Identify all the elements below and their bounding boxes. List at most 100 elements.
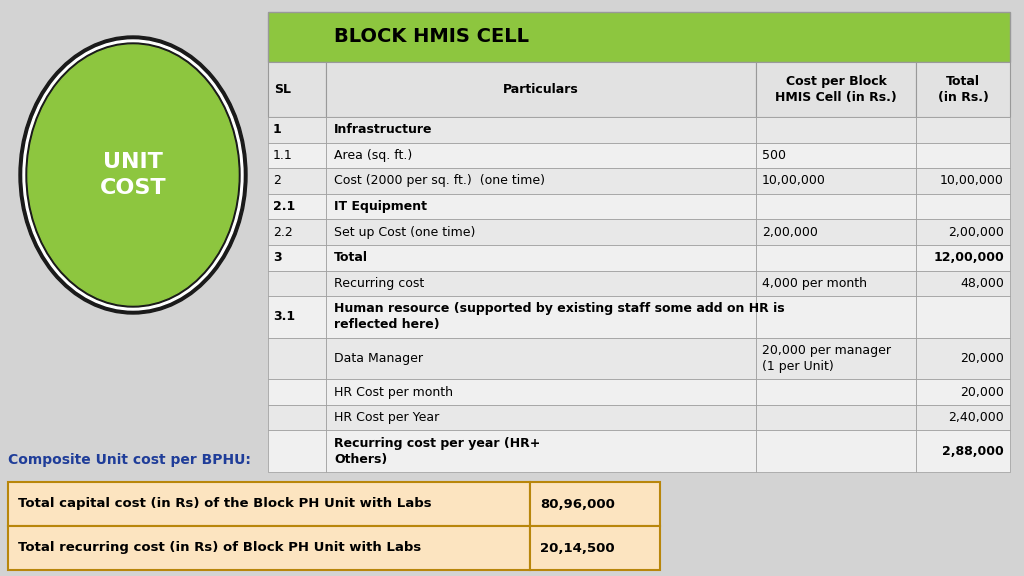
FancyBboxPatch shape <box>326 338 756 379</box>
Text: 2,88,000: 2,88,000 <box>942 445 1004 458</box>
Text: Recurring cost per year (HR+
Others): Recurring cost per year (HR+ Others) <box>334 437 541 466</box>
Text: 20,14,500: 20,14,500 <box>540 541 614 555</box>
FancyBboxPatch shape <box>756 168 916 194</box>
FancyBboxPatch shape <box>916 405 1010 430</box>
Text: 20,000: 20,000 <box>961 385 1004 399</box>
FancyBboxPatch shape <box>326 271 756 296</box>
FancyBboxPatch shape <box>916 117 1010 143</box>
FancyBboxPatch shape <box>756 271 916 296</box>
FancyBboxPatch shape <box>916 62 1010 117</box>
FancyBboxPatch shape <box>326 117 756 143</box>
FancyBboxPatch shape <box>756 296 916 338</box>
Text: BLOCK HMIS CELL: BLOCK HMIS CELL <box>334 28 529 47</box>
FancyBboxPatch shape <box>916 168 1010 194</box>
Text: Total
(in Rs.): Total (in Rs.) <box>938 75 988 104</box>
Text: Area (sq. ft.): Area (sq. ft.) <box>334 149 413 162</box>
Text: Composite Unit cost per BPHU:: Composite Unit cost per BPHU: <box>8 453 251 467</box>
FancyBboxPatch shape <box>268 338 326 379</box>
Text: 2,40,000: 2,40,000 <box>948 411 1004 424</box>
FancyBboxPatch shape <box>756 430 916 472</box>
Text: Total: Total <box>334 251 368 264</box>
Text: 2.2: 2.2 <box>273 226 293 238</box>
FancyBboxPatch shape <box>530 526 660 570</box>
FancyBboxPatch shape <box>268 62 326 117</box>
FancyBboxPatch shape <box>916 219 1010 245</box>
FancyBboxPatch shape <box>268 117 326 143</box>
Text: Total capital cost (in Rs) of the Block PH Unit with Labs: Total capital cost (in Rs) of the Block … <box>18 498 432 510</box>
Ellipse shape <box>28 45 238 305</box>
FancyBboxPatch shape <box>756 219 916 245</box>
Ellipse shape <box>23 40 243 310</box>
FancyBboxPatch shape <box>530 482 660 526</box>
FancyBboxPatch shape <box>268 194 326 219</box>
Text: Total recurring cost (in Rs) of Block PH Unit with Labs: Total recurring cost (in Rs) of Block PH… <box>18 541 421 555</box>
FancyBboxPatch shape <box>916 379 1010 405</box>
FancyBboxPatch shape <box>268 405 326 430</box>
Text: Cost (2000 per sq. ft.)  (one time): Cost (2000 per sq. ft.) (one time) <box>334 175 545 187</box>
FancyBboxPatch shape <box>268 168 326 194</box>
Text: Particulars: Particulars <box>503 83 579 96</box>
FancyBboxPatch shape <box>916 338 1010 379</box>
FancyBboxPatch shape <box>916 296 1010 338</box>
Text: 2.1: 2.1 <box>273 200 295 213</box>
FancyBboxPatch shape <box>756 379 916 405</box>
Text: 20,000: 20,000 <box>961 352 1004 365</box>
Text: SL: SL <box>274 83 291 96</box>
FancyBboxPatch shape <box>326 168 756 194</box>
Text: 3: 3 <box>273 251 282 264</box>
Text: Data Manager: Data Manager <box>334 352 423 365</box>
FancyBboxPatch shape <box>756 143 916 168</box>
FancyBboxPatch shape <box>916 245 1010 271</box>
FancyBboxPatch shape <box>268 271 326 296</box>
FancyBboxPatch shape <box>326 194 756 219</box>
FancyBboxPatch shape <box>756 245 916 271</box>
Text: Set up Cost (one time): Set up Cost (one time) <box>334 226 475 238</box>
FancyBboxPatch shape <box>8 482 530 526</box>
Text: 4,000 per month: 4,000 per month <box>762 277 867 290</box>
Text: 80,96,000: 80,96,000 <box>540 498 614 510</box>
FancyBboxPatch shape <box>916 271 1010 296</box>
Text: 2,00,000: 2,00,000 <box>948 226 1004 238</box>
FancyBboxPatch shape <box>326 62 756 117</box>
Text: 48,000: 48,000 <box>961 277 1004 290</box>
FancyBboxPatch shape <box>756 338 916 379</box>
FancyBboxPatch shape <box>326 430 756 472</box>
Ellipse shape <box>26 43 240 307</box>
FancyBboxPatch shape <box>916 430 1010 472</box>
Text: HR Cost per Year: HR Cost per Year <box>334 411 439 424</box>
Text: 12,00,000: 12,00,000 <box>933 251 1004 264</box>
FancyBboxPatch shape <box>326 296 756 338</box>
FancyBboxPatch shape <box>8 526 530 570</box>
Ellipse shape <box>19 36 247 314</box>
FancyBboxPatch shape <box>326 379 756 405</box>
FancyBboxPatch shape <box>326 143 756 168</box>
FancyBboxPatch shape <box>268 245 326 271</box>
FancyBboxPatch shape <box>268 12 1010 62</box>
FancyBboxPatch shape <box>756 405 916 430</box>
FancyBboxPatch shape <box>268 143 326 168</box>
FancyBboxPatch shape <box>326 219 756 245</box>
FancyBboxPatch shape <box>756 117 916 143</box>
Text: 20,000 per manager
(1 per Unit): 20,000 per manager (1 per Unit) <box>762 344 891 373</box>
FancyBboxPatch shape <box>268 296 326 338</box>
Text: 10,00,000: 10,00,000 <box>940 175 1004 187</box>
Text: IT Equipment: IT Equipment <box>334 200 427 213</box>
FancyBboxPatch shape <box>756 62 916 117</box>
Text: Cost per Block
HMIS Cell (in Rs.): Cost per Block HMIS Cell (in Rs.) <box>775 75 897 104</box>
Text: Recurring cost: Recurring cost <box>334 277 424 290</box>
Text: 3.1: 3.1 <box>273 310 295 323</box>
FancyBboxPatch shape <box>326 245 756 271</box>
Text: Human resource (supported by existing staff some add on HR is
reflected here): Human resource (supported by existing st… <box>334 302 784 331</box>
FancyBboxPatch shape <box>268 379 326 405</box>
Text: 1.1: 1.1 <box>273 149 293 162</box>
FancyBboxPatch shape <box>916 143 1010 168</box>
Text: HR Cost per month: HR Cost per month <box>334 385 453 399</box>
FancyBboxPatch shape <box>916 194 1010 219</box>
FancyBboxPatch shape <box>326 405 756 430</box>
Text: Infrastructure: Infrastructure <box>334 123 432 137</box>
Text: UNIT
COST: UNIT COST <box>99 152 166 198</box>
Text: 1: 1 <box>273 123 282 137</box>
FancyBboxPatch shape <box>268 219 326 245</box>
Text: 500: 500 <box>762 149 786 162</box>
Text: 10,00,000: 10,00,000 <box>762 175 826 187</box>
